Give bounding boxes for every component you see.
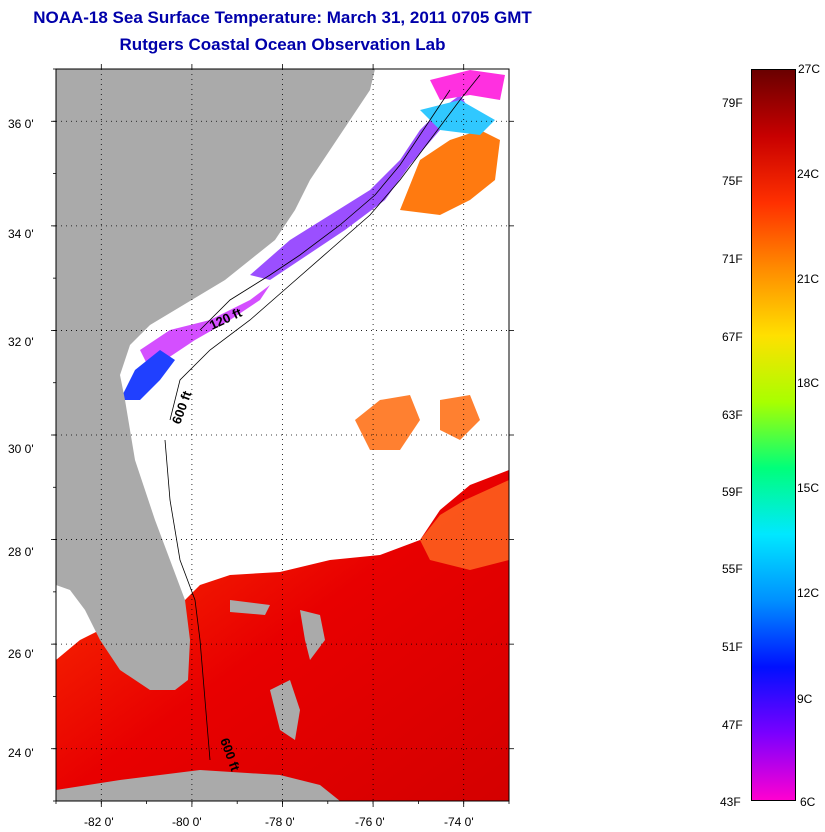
warm-eddy-b	[440, 395, 480, 440]
lon-label-82: -82 0'	[84, 815, 114, 829]
colorbar-f-51: 51F	[722, 640, 743, 654]
colorbar-f-47: 47F	[722, 718, 743, 732]
warm-eddy-a	[355, 395, 420, 450]
lon-label-74: -74 0'	[444, 815, 474, 829]
lat-label-28: 28 0'	[8, 545, 34, 559]
colorbar-f-63: 63F	[722, 408, 743, 422]
lon-label-78: -78 0'	[265, 815, 295, 829]
lat-label-32: 32 0'	[8, 335, 34, 349]
warm-water-offshore	[420, 480, 509, 570]
lat-label-30: 30 0'	[8, 442, 34, 456]
colorbar-c-18: 18C	[797, 376, 820, 390]
colorbar-f-67: 67F	[722, 330, 743, 344]
contour-120ft	[199, 89, 451, 331]
land-andros	[270, 680, 300, 740]
colorbar-f-79: 79F	[722, 96, 743, 110]
cyan-plume-ne	[420, 100, 495, 135]
lat-label-36: 36 0'	[8, 117, 34, 131]
colorbar-f-43: 43F	[720, 795, 741, 809]
land-mainland	[56, 69, 375, 690]
colorbar-f-75: 75F	[722, 174, 743, 188]
land-cuba	[56, 770, 340, 801]
warm-water-cape	[400, 130, 500, 215]
land-grand-bahama	[230, 600, 270, 615]
cold-shelf-band-mid	[140, 285, 270, 370]
lat-label-34: 34 0'	[8, 227, 34, 241]
lat-label-26: 26 0'	[8, 647, 34, 661]
colorbar-c-21: 21C	[797, 272, 820, 286]
graticule	[56, 69, 509, 801]
map-title: NOAA-18 Sea Surface Temperature: March 3…	[33, 8, 532, 27]
land-abaco	[300, 610, 325, 660]
colorbar-c-15: 15C	[797, 481, 820, 495]
lon-label-76: -76 0'	[355, 815, 385, 829]
colorbar-f-71: 71F	[722, 252, 743, 266]
colorbar-c-12: 12C	[797, 586, 820, 600]
contour-600ft	[169, 74, 481, 421]
cold-shelf-band-south	[120, 350, 175, 400]
colorbar-c-27: 27C	[798, 62, 821, 76]
colorbar-f-59: 59F	[722, 485, 743, 499]
warm-water-region	[56, 470, 509, 801]
contour-600ft-south	[164, 439, 211, 761]
lat-label-24: 24 0'	[8, 746, 34, 760]
cold-shelf-band-north	[250, 95, 470, 280]
temperature-colorbar	[751, 69, 796, 801]
map-subtitle: Rutgers Coastal Ocean Observation Lab	[119, 35, 446, 54]
colorbar-c-6: 6C	[800, 795, 816, 809]
lon-label-80: -80 0'	[172, 815, 202, 829]
colorbar-c-24: 24C	[797, 167, 820, 181]
colorbar-f-55: 55F	[722, 562, 743, 576]
axis-ticks	[51, 64, 514, 807]
colorbar-c-9: 9C	[797, 692, 813, 706]
